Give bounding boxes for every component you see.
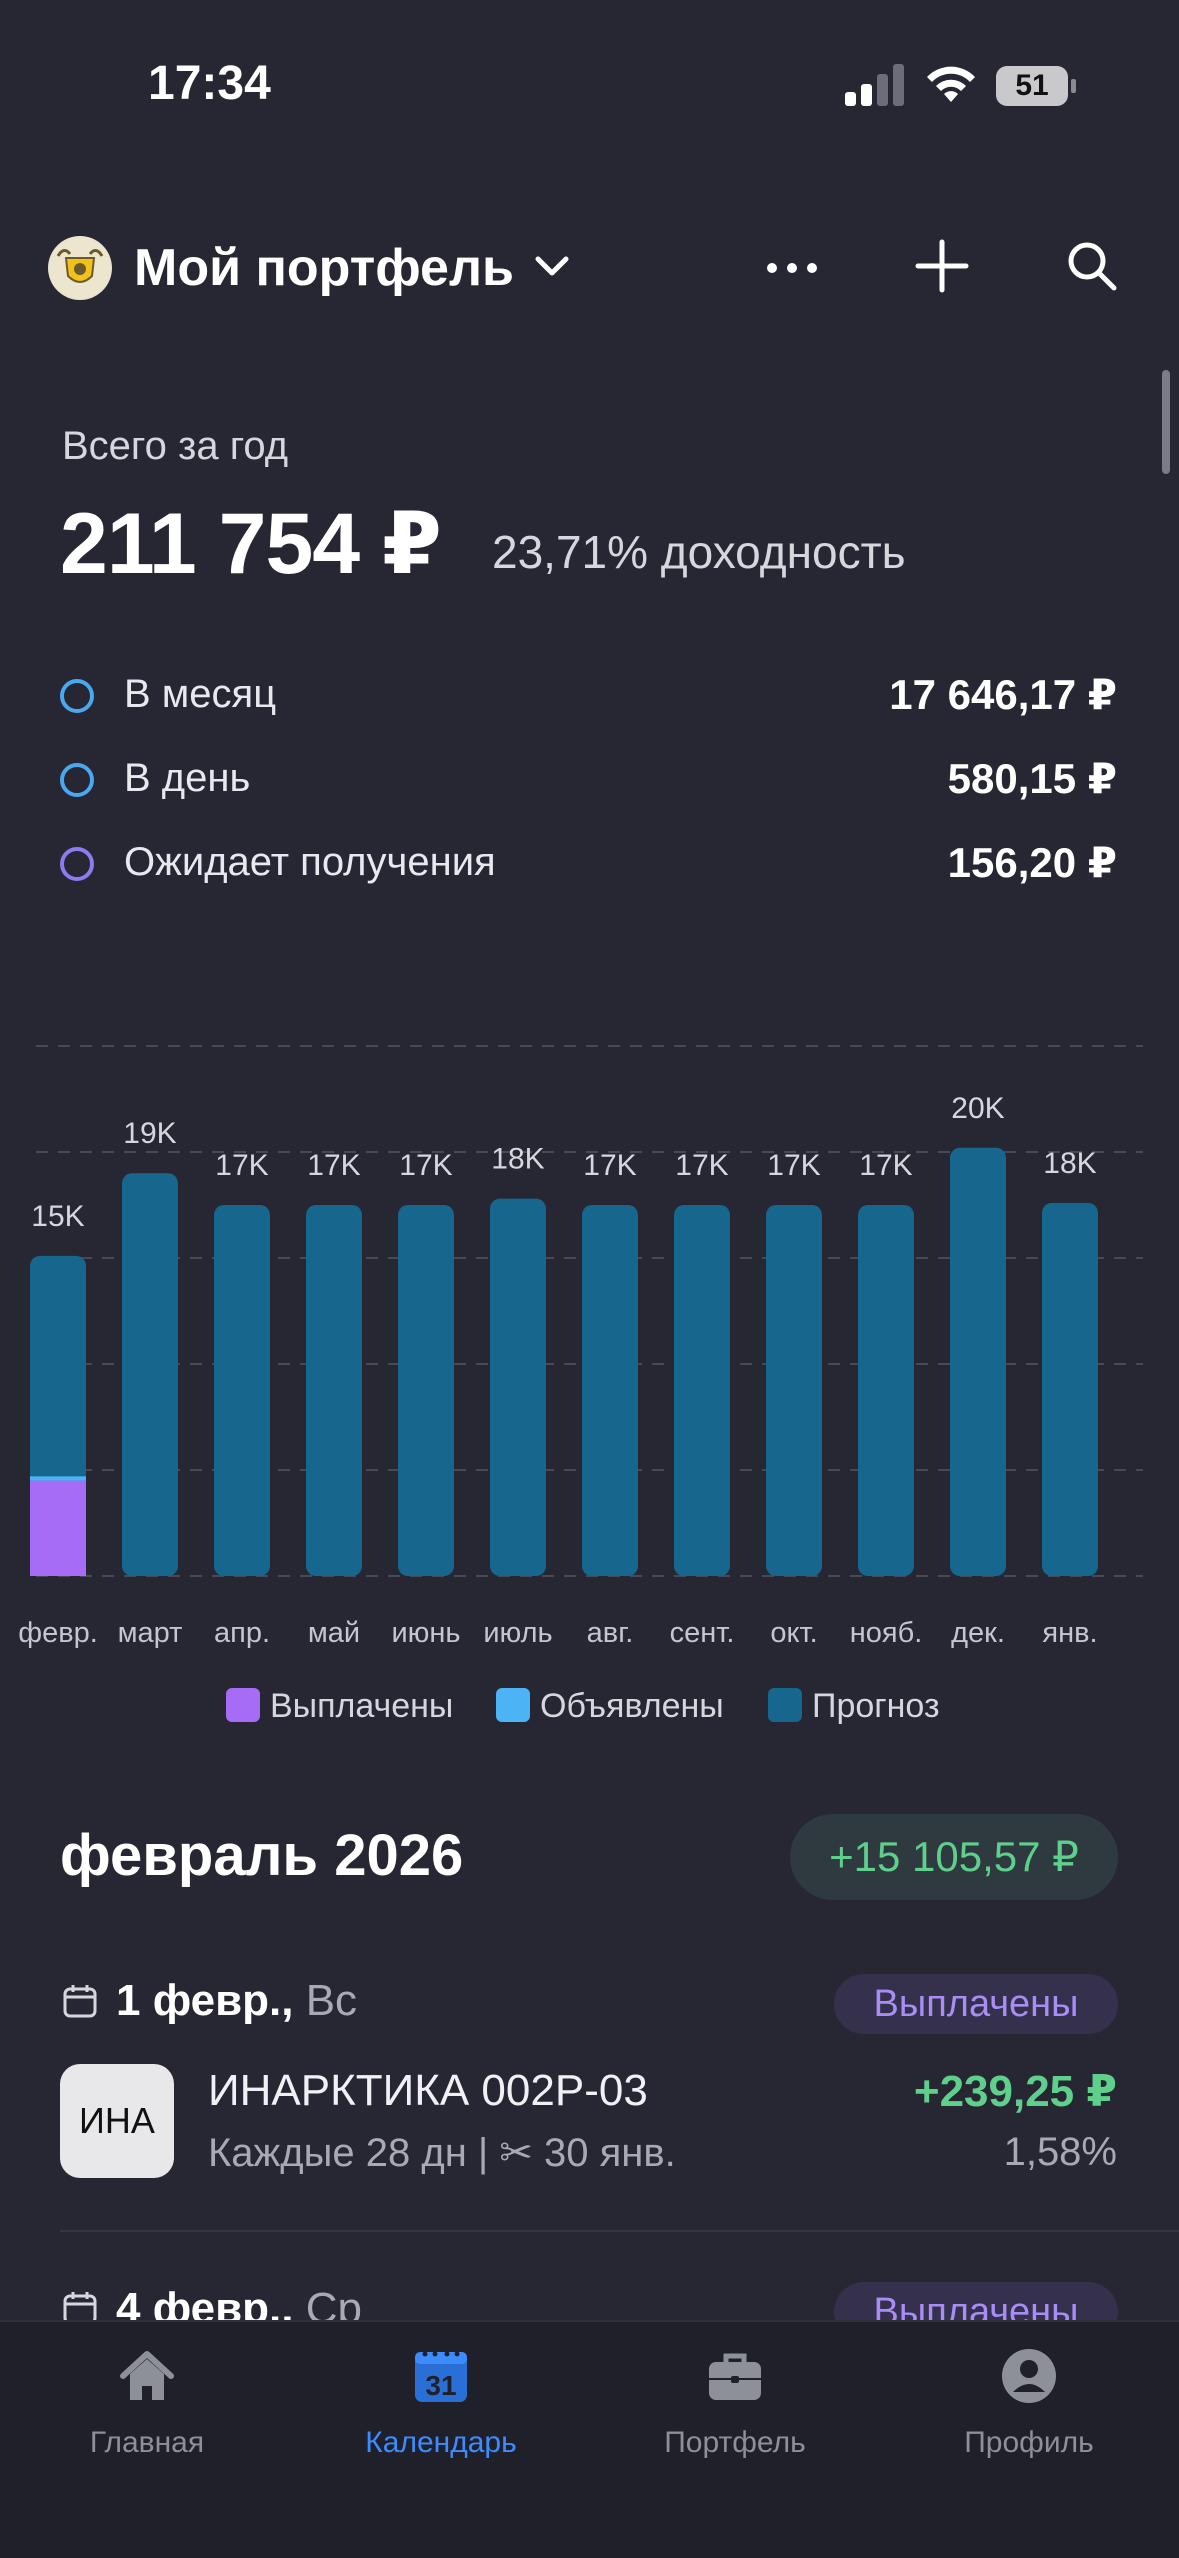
bar-value-label: 18K — [491, 1143, 544, 1176]
status-badge: Выплачены — [834, 1974, 1118, 2034]
bar-forecast-2 — [214, 1205, 270, 1576]
legend-swatch-paid — [226, 1688, 260, 1723]
profile-icon — [1002, 2349, 1056, 2403]
legend-label-forecast: Прогноз — [812, 1687, 940, 1725]
legend-swatch-forecast — [768, 1688, 802, 1723]
x-axis-tick-label: янв. — [1042, 1617, 1097, 1649]
metric-pending-value: 156,20 ₽ — [947, 839, 1117, 886]
x-axis-tick-label: февр. — [18, 1617, 98, 1649]
tab-calendar[interactable]: 31 Календарь — [294, 2322, 588, 2558]
bar-value-label: 17K — [399, 1149, 452, 1182]
bond-schedule: Каждые 28 дн | ✂ 30 янв. — [208, 2131, 676, 2175]
bar-value-label: 17K — [675, 1149, 728, 1182]
calendar-icon — [63, 1985, 97, 2018]
bar-value-label: 17K — [859, 1149, 912, 1182]
legend-item-paid[interactable]: Выплачены — [226, 1684, 453, 1728]
wifi-icon — [927, 66, 975, 102]
cellular-signal-icon — [845, 62, 905, 106]
metric-daily-label: В день — [124, 756, 251, 800]
day-date: 1 февр., Вс — [116, 1976, 357, 2026]
tab-home-label: Главная — [89, 2426, 205, 2459]
briefcase-icon — [709, 2353, 761, 2400]
bar-forecast-3 — [306, 1205, 362, 1576]
metric-daily-indicator-icon — [60, 763, 94, 797]
year-total-label: Всего за год — [62, 424, 289, 468]
legend-item-announced[interactable]: Объявлены — [496, 1684, 724, 1728]
bar-value-label: 17K — [583, 1149, 636, 1182]
day-date-text: 1 февр., — [116, 1976, 294, 2025]
more-icon[interactable] — [762, 246, 822, 290]
metric-monthly-value: 17 646,17 ₽ — [889, 671, 1117, 718]
x-axis-tick-label: апр. — [214, 1617, 270, 1649]
legend-label-paid: Выплачены — [270, 1687, 454, 1725]
bond-logo[interactable]: ИНА — [60, 2064, 174, 2178]
metric-monthly-indicator-icon — [60, 679, 94, 713]
x-axis-tick-label: июнь — [391, 1617, 460, 1649]
scrollbar[interactable] — [1162, 370, 1170, 474]
bar-value-label: 18K — [1043, 1147, 1096, 1180]
x-axis-tick-label: авг. — [587, 1617, 634, 1649]
portfolio-logo-icon[interactable] — [48, 236, 112, 300]
month-total-badge: +15 105,57 ₽ — [790, 1814, 1118, 1900]
legend-swatch-announced — [496, 1688, 530, 1723]
battery-icon: 51 — [996, 66, 1076, 106]
dividends-bar-chart[interactable]: 15K февр. 19K март 17K апр. 17K май 17K июнь 18K ию… — [0, 1030, 1179, 1670]
x-axis-tick-label: июль — [483, 1617, 552, 1649]
bar-announced-0 — [30, 1476, 86, 1481]
legend-item-forecast[interactable]: Прогноз — [768, 1684, 940, 1728]
year-total-value: 211 754 ₽ — [60, 496, 442, 592]
bar-value-label: 20K — [951, 1092, 1004, 1125]
x-axis-tick-label: май — [308, 1617, 360, 1649]
day-weekday: Вс — [305, 1976, 358, 2025]
tab-profile-label: Профиль — [964, 2426, 1094, 2459]
x-axis-tick-label: март — [118, 1617, 183, 1649]
bar-forecast-4 — [398, 1205, 454, 1576]
home-icon — [120, 2351, 174, 2400]
tab-calendar-label: Календарь — [365, 2426, 517, 2459]
chevron-down-icon[interactable] — [532, 246, 572, 286]
battery-level: 51 — [1015, 69, 1049, 102]
bar-value-label: 17K — [767, 1149, 820, 1182]
bar-value-label: 15K — [31, 1200, 84, 1233]
metric-monthly-label: В месяц — [124, 672, 277, 716]
bond-amount: +239,25 ₽ — [913, 2067, 1117, 2116]
x-axis-tick-label: нояб. — [850, 1617, 923, 1649]
x-axis-tick-label: сент. — [670, 1617, 735, 1649]
bar-value-label: 17K — [215, 1149, 268, 1182]
month-title: февраль 2026 — [60, 1823, 464, 1888]
bar-forecast-8 — [766, 1205, 822, 1576]
status-time: 17:34 — [148, 57, 271, 110]
bar-value-label: 17K — [307, 1149, 360, 1182]
bar-forecast-7 — [674, 1205, 730, 1576]
bar-value-label: 19K — [123, 1117, 176, 1150]
bond-name[interactable]: ИНАРКТИКА 002Р-03 — [208, 2066, 648, 2115]
plus-icon[interactable] — [912, 236, 972, 296]
search-icon[interactable] — [1064, 238, 1120, 294]
bar-forecast-1 — [122, 1173, 178, 1576]
bar-forecast-6 — [582, 1205, 638, 1576]
yield-value: 23,71% доходность — [492, 526, 906, 578]
metric-daily-value: 580,15 ₽ — [947, 755, 1117, 802]
tab-home[interactable]: Главная — [0, 2322, 294, 2558]
bond-percent: 1,58% — [1003, 2130, 1117, 2174]
tab-profile[interactable]: Профиль — [882, 2322, 1176, 2558]
x-axis-tick-label: дек. — [951, 1617, 1005, 1649]
bar-forecast-9 — [858, 1205, 914, 1576]
bar-forecast-11 — [1042, 1202, 1098, 1576]
portfolio-title[interactable]: Мой портфель — [134, 239, 514, 297]
bar-forecast-5 — [490, 1198, 546, 1576]
tab-portfolio[interactable]: Портфель — [588, 2322, 882, 2558]
calendar-badge: 31 — [425, 2370, 456, 2401]
bar-paid-0 — [30, 1480, 86, 1576]
calendar-icon: 31 — [415, 2351, 467, 2402]
bar-forecast-10 — [950, 1147, 1006, 1576]
metric-pending-indicator-icon — [60, 847, 94, 881]
bottom-tab-bar: Главная 31 Календарь Портфель Профиль — [0, 2320, 1179, 2558]
metric-pending-label: Ожидает получения — [124, 840, 496, 884]
tab-portfolio-label: Портфель — [664, 2426, 806, 2459]
divider — [60, 2230, 1179, 2232]
legend-label-announced: Объявлены — [540, 1687, 724, 1725]
x-axis-tick-label: окт. — [770, 1617, 817, 1649]
